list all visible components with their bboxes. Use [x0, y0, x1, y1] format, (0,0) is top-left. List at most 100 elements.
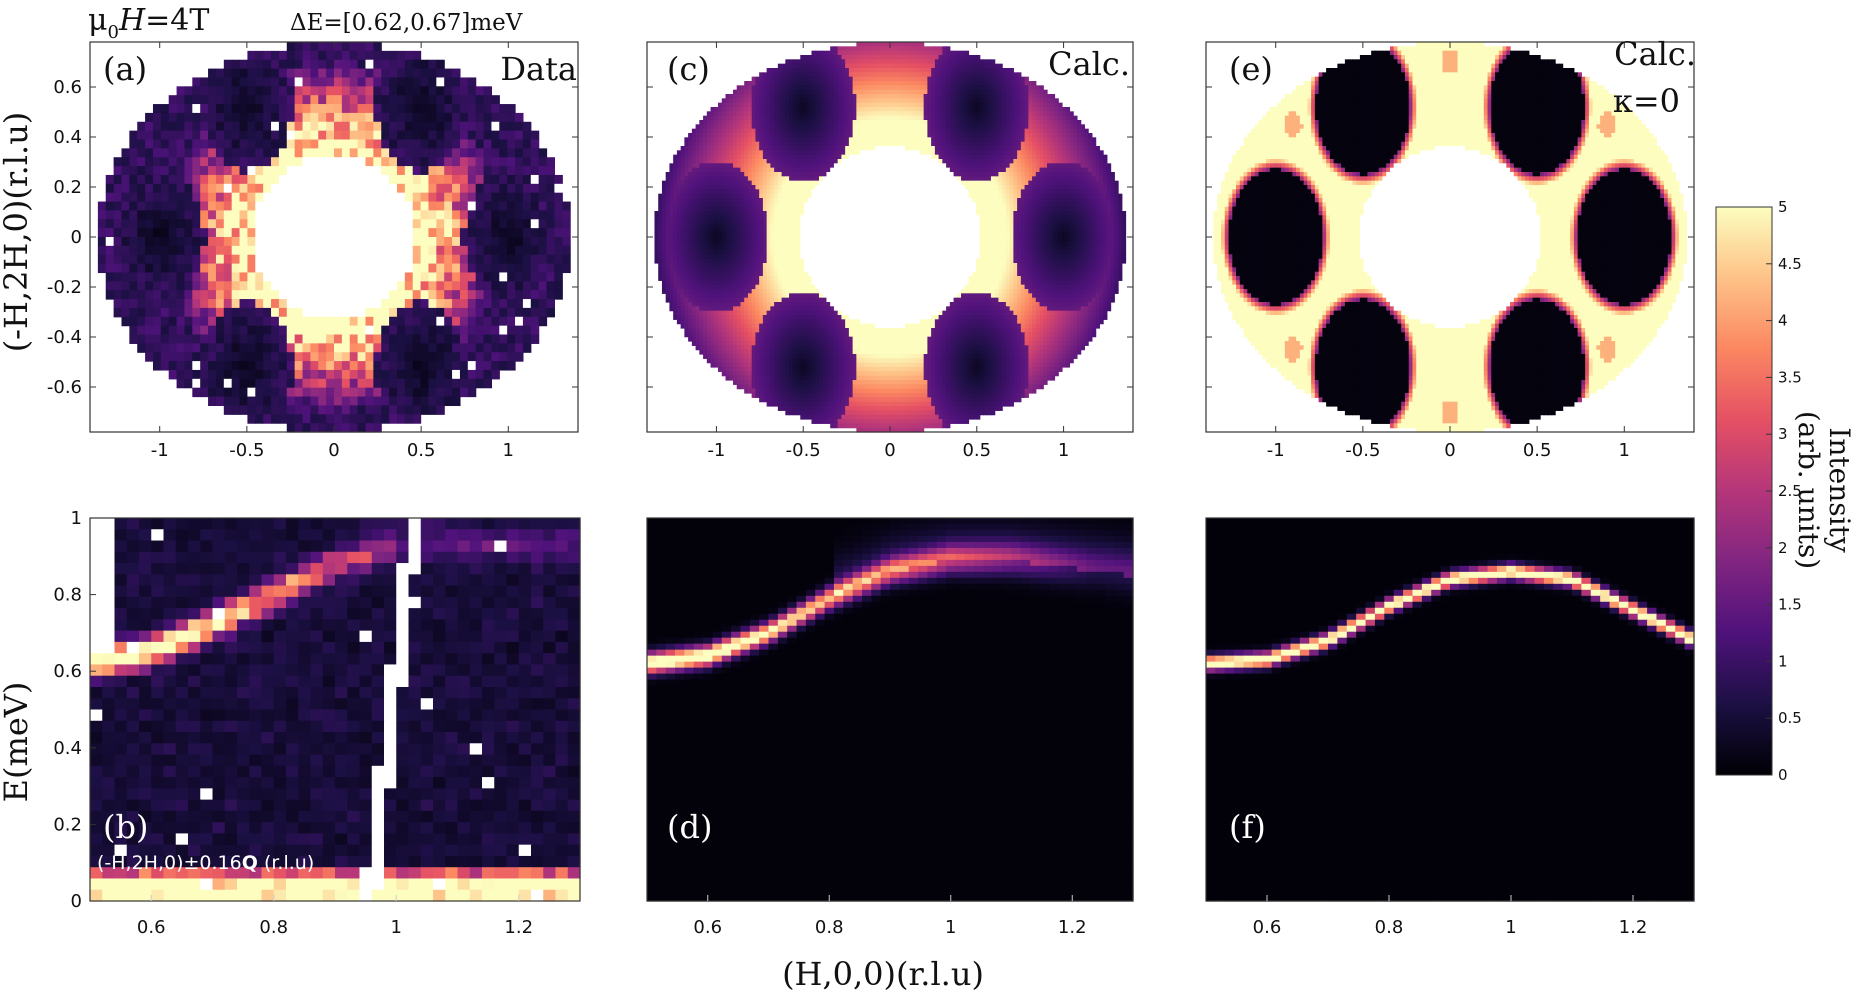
heatmap-cell: [310, 157, 319, 167]
heatmap-cell: [522, 228, 532, 238]
heatmap-cell: [1024, 159, 1029, 164]
heatmap-cell: [901, 120, 906, 125]
heatmap-cell: [373, 121, 382, 132]
heatmap-cell: [852, 63, 857, 69]
heatmap-cell: [294, 86, 304, 96]
heatmap-cell: [373, 272, 382, 282]
heatmap-cell: [800, 63, 805, 69]
heatmap-cell: [818, 159, 824, 164]
heatmap-cell: [878, 146, 884, 151]
heatmap-cell: [294, 201, 304, 212]
heatmap-cell: [349, 42, 359, 52]
heatmap-cell: [916, 167, 921, 173]
heatmap-cell: [294, 42, 304, 52]
heatmap-cell: [121, 237, 130, 247]
heatmap-cell: [792, 94, 798, 99]
heatmap-cell: [751, 159, 757, 164]
heatmap-cell: [168, 112, 178, 123]
heatmap-cell: [1103, 167, 1108, 173]
heatmap-cell: [176, 307, 186, 318]
heatmap-cell: [263, 95, 272, 105]
heatmap-cell: [908, 150, 914, 156]
heatmap-cell: [129, 148, 138, 158]
heatmap-cell: [927, 124, 932, 130]
heatmap-cell: [852, 128, 857, 134]
heatmap-cell: [848, 146, 854, 151]
heatmap-cell: [389, 104, 398, 114]
heatmap-cell: [1032, 163, 1037, 169]
heatmap-cell: [538, 157, 548, 167]
heatmap-cell: [1065, 133, 1071, 138]
heatmap-cell: [349, 352, 359, 362]
heatmap-cell: [412, 121, 422, 132]
heatmap-cell: [826, 50, 831, 56]
heatmap-cell: [1054, 120, 1059, 125]
heatmap-cell: [404, 378, 414, 389]
heatmap-cell: [848, 172, 854, 177]
heatmap-cell: [953, 72, 958, 78]
heatmap-cell: [239, 254, 249, 265]
heatmap-cell: [1017, 167, 1022, 173]
heatmap-cell: [789, 167, 794, 173]
heatmap-cell: [975, 68, 981, 73]
heatmap-cell: [341, 68, 351, 79]
heatmap-cell: [271, 148, 280, 158]
heatmap-cell: [294, 77, 304, 87]
heatmap-cell: [318, 281, 327, 291]
heatmap-cell: [957, 154, 962, 160]
heatmap-cell: [349, 112, 359, 123]
heatmap-cell: [822, 154, 828, 160]
heatmap-cell: [420, 343, 430, 353]
heatmap-cell: [729, 150, 734, 156]
heatmap-cell: [983, 115, 988, 121]
heatmap-cell: [815, 163, 820, 169]
heatmap-cell: [530, 174, 540, 185]
heatmap-cell: [867, 68, 872, 73]
heatmap-cell: [522, 157, 532, 167]
heatmap-cell: [968, 59, 973, 65]
heatmap-cell: [927, 81, 932, 86]
heatmap-cell: [710, 176, 715, 182]
heatmap-cell: [255, 104, 264, 114]
heatmap-cell: [1020, 124, 1026, 130]
heatmap-cell: [725, 115, 730, 121]
heatmap-cell: [852, 46, 857, 52]
heatmap-cell: [691, 167, 697, 173]
heatmap-cell: [137, 130, 146, 141]
heatmap-cell: [740, 128, 745, 134]
heatmap-cell: [972, 76, 977, 82]
heatmap-cell: [239, 130, 249, 141]
heatmap-cell: [725, 120, 730, 125]
heatmap-cell: [247, 50, 256, 61]
heatmap-cell: [215, 228, 225, 238]
heatmap-cell: [923, 63, 928, 69]
heatmap-cell: [845, 146, 850, 151]
heatmap-cell: [703, 150, 708, 156]
heatmap-cell: [1058, 176, 1063, 182]
heatmap-cell: [860, 120, 865, 125]
heatmap-cell: [1069, 111, 1074, 117]
heatmap-cell: [271, 254, 280, 265]
heatmap-cell: [815, 146, 820, 151]
heatmap-cell: [1032, 146, 1037, 151]
heatmap-cell: [286, 86, 296, 96]
heatmap-cell: [968, 68, 973, 73]
heatmap-cell: [830, 76, 835, 82]
heatmap-cell: [890, 81, 895, 86]
heatmap-cell: [1061, 146, 1067, 151]
heatmap-cell: [396, 352, 406, 362]
heatmap-cell: [200, 86, 209, 96]
heatmap-cell: [826, 115, 831, 121]
heatmap-cell: [774, 133, 779, 138]
heatmap-cell: [987, 98, 992, 104]
heatmap-cell: [365, 42, 374, 52]
heatmap-cell: [160, 201, 170, 212]
heatmap-cell: [1080, 150, 1085, 156]
heatmap-cell: [389, 272, 398, 282]
heatmap-cell: [404, 68, 414, 79]
heatmap-cell: [436, 104, 445, 114]
heatmap-cell: [1043, 141, 1048, 147]
heatmap-cell: [826, 124, 831, 130]
heatmap-cell: [145, 228, 154, 238]
heatmap-cell: [278, 378, 288, 389]
